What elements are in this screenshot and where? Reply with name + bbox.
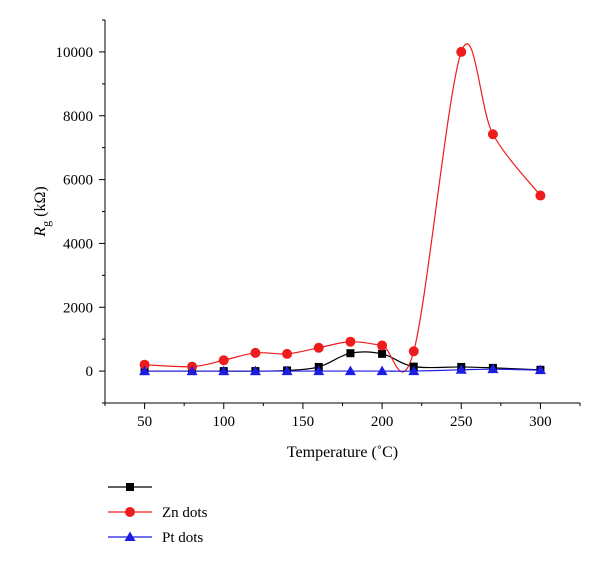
y-axis-title-symbol: R xyxy=(32,227,49,238)
pt-dots-point xyxy=(139,365,151,376)
x-tick-label: 50 xyxy=(137,414,152,430)
y-axis-title: Rg (kΩ) xyxy=(32,186,53,237)
pt-dots-point xyxy=(534,364,546,375)
zn-dots-point xyxy=(456,46,467,57)
zn-dots-point xyxy=(218,355,229,366)
legend-label-pt-dots: Pt dots xyxy=(162,530,203,546)
legend-marker-zn-dots xyxy=(125,507,135,517)
pt-dots-point xyxy=(249,365,261,376)
pt-dots-point xyxy=(487,363,499,374)
series-1-point xyxy=(346,349,355,358)
pt-dots-point xyxy=(281,365,293,376)
x-axis-title: Temperature (˚C) xyxy=(287,444,398,461)
legend-marker-series-1 xyxy=(126,483,134,491)
pt-dots-point xyxy=(376,365,388,376)
legend-label-zn-dots: Zn dots xyxy=(162,505,208,521)
zn-dots-point xyxy=(408,346,419,357)
pt-dots-point xyxy=(455,364,467,374)
x-tick-label: 200 xyxy=(371,414,394,430)
zn-dots-point xyxy=(345,336,356,347)
y-tick-label: 10000 xyxy=(56,45,94,61)
y-tick-label: 0 xyxy=(86,364,94,380)
zn-dots-point xyxy=(377,340,388,351)
series-1-point xyxy=(378,349,387,358)
y-tick-label: 8000 xyxy=(63,109,93,125)
x-tick-label: 300 xyxy=(529,414,552,430)
y-tick-label: 6000 xyxy=(63,173,93,189)
zn-dots-point xyxy=(487,129,498,140)
y-tick-label: 2000 xyxy=(63,300,93,316)
pt-dots-point xyxy=(313,365,325,376)
zn-dots-point xyxy=(250,347,261,358)
x-tick-label: 150 xyxy=(292,414,315,430)
x-tick-label: 250 xyxy=(450,414,473,430)
zn-dots-point xyxy=(139,359,150,370)
zn-dots-point xyxy=(313,342,324,353)
pt-dots-line xyxy=(144,368,541,372)
pt-dots-point xyxy=(186,365,198,376)
zn-dots-point xyxy=(282,348,293,359)
legend-marker-pt-dots xyxy=(124,531,136,541)
y-axis-title-unit: (kΩ) xyxy=(32,186,49,221)
pt-dots-point xyxy=(344,365,356,376)
zn-dots-point xyxy=(535,190,546,201)
x-tick-label: 100 xyxy=(213,414,236,430)
pt-dots-point xyxy=(408,365,420,376)
series-1-line xyxy=(144,351,541,372)
y-tick-label: 4000 xyxy=(63,236,93,252)
y-axis-title-subscript: g xyxy=(39,221,53,227)
pt-dots-point xyxy=(218,365,230,376)
zn-dots-line xyxy=(144,43,541,373)
